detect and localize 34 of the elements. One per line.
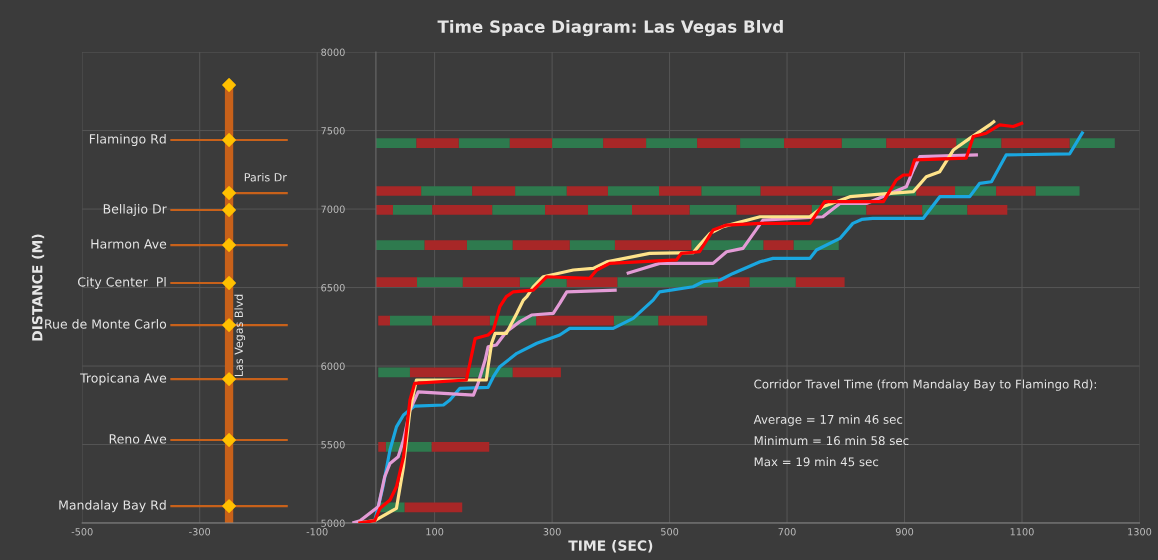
y-tick-label: 8000: [321, 48, 345, 56]
x-tick-label: -300: [189, 528, 211, 536]
series-label: Tropicana Ave: [80, 373, 167, 386]
y-tick-label: 5000: [321, 519, 345, 527]
y-axis-title: DISTANCE (M): [31, 234, 45, 341]
y-tick-label: 7000: [321, 205, 345, 213]
series-label: Paris Dr: [244, 172, 287, 182]
x-tick-label: -100: [306, 528, 328, 536]
x-tick-label: -500: [71, 528, 93, 536]
series-label: Flamingo Rd: [89, 133, 166, 147]
series-label: Reno Ave: [109, 434, 167, 444]
annotation: Average = 17 min 46 sec: [753, 414, 903, 427]
annotation: Minimum = 16 min 58 sec: [754, 435, 909, 446]
series-label: Mandalay Bay Rd: [59, 500, 166, 513]
x-tick-label: 700: [778, 528, 796, 536]
x-tick-label: 300: [543, 528, 561, 536]
y-tick-label: 6000: [321, 362, 345, 370]
text: Las Vegas Blvd: [234, 294, 246, 377]
series-label: Rue de Monte Carlo: [45, 319, 167, 329]
chart-title: Time Space Diagram: Las Vegas Blvd: [437, 19, 783, 37]
x-axis-title: TIME (SEC): [568, 540, 653, 553]
y-tick-label: 5500: [321, 441, 345, 449]
series-label: City Center Pl: [78, 276, 166, 290]
x-tick-label: 100: [426, 528, 444, 536]
x-tick-label: 500: [661, 528, 679, 536]
x-tick-label: 1300: [1128, 528, 1152, 536]
series-label: Harmon Ave: [91, 239, 167, 249]
annotation: Max = 19 min 45 sec: [754, 457, 879, 467]
y-tick-label: 6500: [321, 284, 345, 292]
series-label: Bellajio Dr: [103, 203, 167, 217]
x-tick-label: 900: [895, 528, 914, 536]
y-tick-label: 7500: [321, 127, 345, 135]
x-tick-label: 1100: [1010, 528, 1034, 536]
annotation: Corridor Travel Time (from Mandalay Bay to Flamingo Rd):: [754, 379, 1096, 391]
